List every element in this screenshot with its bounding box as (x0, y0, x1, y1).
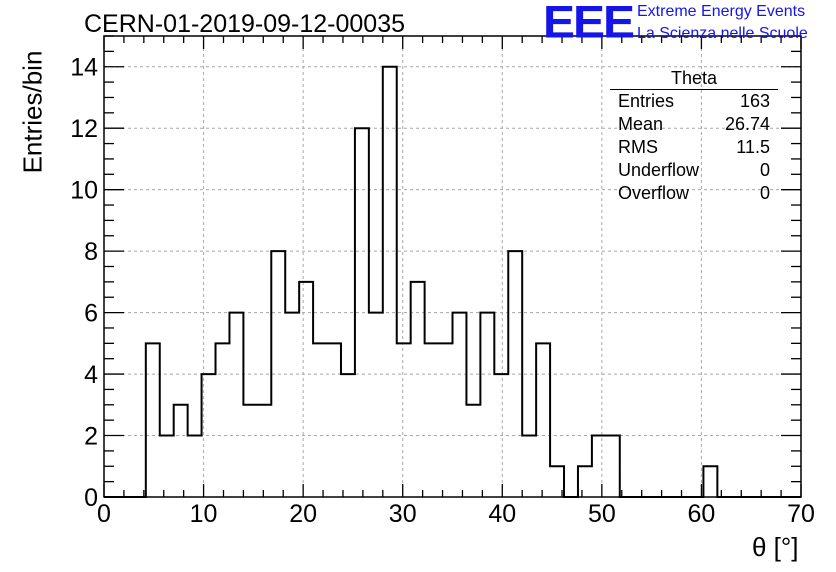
histogram-bar (703, 466, 717, 497)
x-tick-label: 50 (588, 500, 616, 528)
stats-value: 0 (759, 160, 770, 180)
x-tick-label: 60 (688, 500, 716, 528)
histogram-bar (453, 313, 467, 497)
histogram-bar (439, 343, 453, 497)
y-tick-label: 4 (84, 361, 98, 389)
y-tick-label: 12 (70, 115, 98, 143)
histogram-bar (397, 343, 411, 497)
histogram-bar (592, 436, 606, 497)
histogram-bar (536, 343, 550, 497)
y-tick-label: 10 (70, 177, 98, 205)
x-tick-label: 0 (97, 500, 111, 528)
histogram-bar (146, 343, 160, 497)
x-axis-label: θ [°] (752, 532, 799, 562)
histogram-bar (243, 405, 257, 497)
stats-label: Underflow (618, 160, 700, 180)
axis-tick-labels: 0 10 20 30 40 50 60 70 0 2 4 6 8 10 12 14 (70, 54, 815, 528)
stats-label: Entries (618, 91, 675, 111)
histogram-bar (369, 313, 383, 497)
logo-subtitle-line1: Extreme Energy Events (637, 3, 806, 20)
stats-box: Theta Entries 163 Mean 26.74 RMS 11.5 Un… (610, 68, 778, 205)
run-title: CERN-01-2019-09-12-00035 (84, 10, 406, 38)
histogram-bar (229, 313, 243, 497)
x-tick-label: 40 (488, 500, 516, 528)
stats-row-underflow: Underflow 0 (610, 159, 778, 182)
eee-logo: EEE (543, 0, 635, 48)
histogram-bar (313, 343, 327, 497)
y-tick-label: 0 (84, 484, 98, 512)
y-tick-label: 6 (84, 300, 98, 328)
y-tick-label: 8 (84, 238, 98, 266)
y-axis-label: Entries/bin (17, 50, 48, 174)
stats-row-rms: RMS 11.5 (610, 136, 778, 159)
logo-subtitle-line2: La Scienza nelle Scuole (637, 25, 808, 42)
x-tick-label: 70 (787, 500, 815, 528)
histogram-bar (160, 436, 174, 497)
histogram-bar (216, 343, 230, 497)
stats-label: Overflow (618, 183, 690, 203)
histogram-bar (466, 405, 480, 497)
stats-value: 11.5 (736, 137, 770, 157)
histogram-bar (606, 436, 620, 497)
stats-label: Mean (618, 114, 664, 134)
stats-label: RMS (618, 137, 658, 157)
stats-row-entries: Entries 163 (610, 90, 778, 113)
stats-row-overflow: Overflow 0 (610, 182, 778, 205)
axis-ticks (103, 35, 802, 498)
histogram-bar (425, 343, 439, 497)
x-tick-label: 10 (190, 500, 218, 528)
histogram-bar (299, 282, 313, 497)
stats-value: 163 (739, 91, 770, 111)
y-tick-label: 14 (70, 54, 98, 82)
grid-lines (104, 36, 801, 497)
histogram-bar (257, 405, 271, 497)
histogram-bar (327, 343, 341, 497)
stats-box-title: Theta (610, 68, 778, 90)
histogram-bar (411, 282, 425, 497)
stats-value: 0 (759, 183, 770, 203)
histogram-bar (174, 405, 188, 497)
histogram-bar (578, 466, 592, 497)
x-tick-label: 30 (389, 500, 417, 528)
histogram-bar (383, 67, 397, 497)
histogram-bar (480, 313, 494, 497)
histogram-bar (285, 313, 299, 497)
x-tick-label: 20 (289, 500, 317, 528)
stats-row-mean: Mean 26.74 (610, 113, 778, 136)
histogram-bar (188, 436, 202, 497)
stats-value: 26.74 (724, 114, 770, 134)
y-tick-label: 2 (84, 423, 98, 451)
histogram-bar (522, 436, 536, 497)
